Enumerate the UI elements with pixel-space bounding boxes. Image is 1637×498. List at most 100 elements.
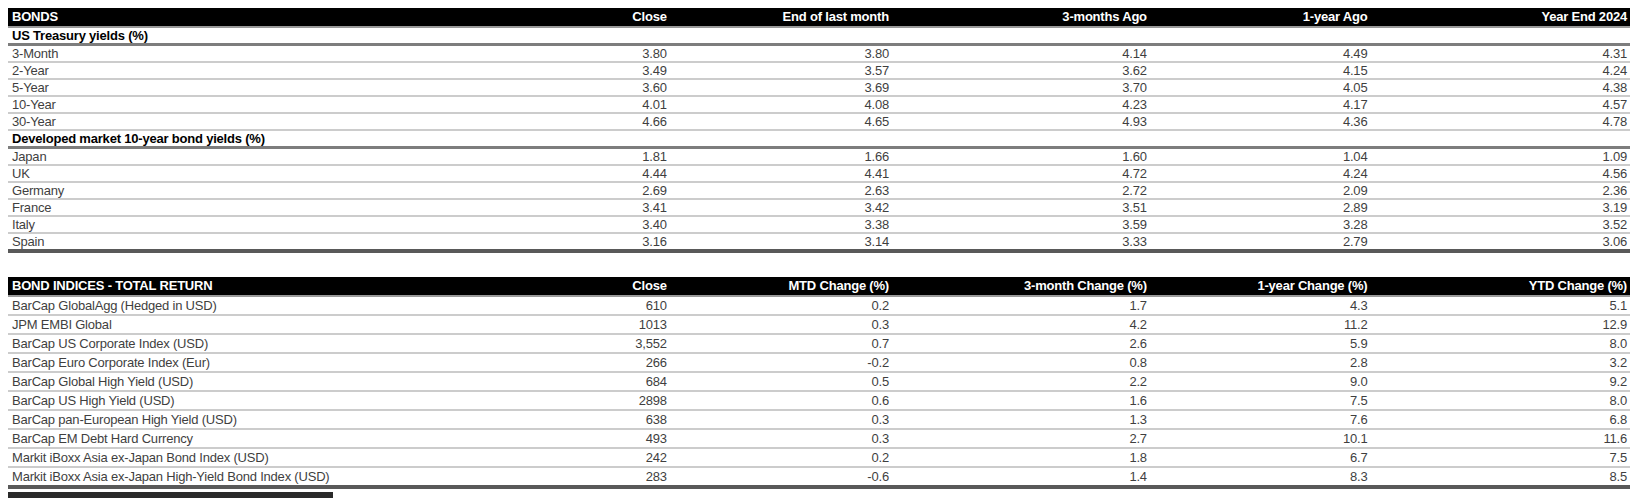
column-header: 1-year Change (%) (1150, 277, 1371, 296)
row-label: Markit iBoxx Asia ex-Japan High-Yield Bo… (8, 467, 559, 487)
cell-value: 4.93 (892, 113, 1150, 130)
cell-value: 8.3 (1150, 467, 1371, 487)
cell-value: 4.66 (559, 113, 669, 130)
cell-value: 11.2 (1150, 315, 1371, 334)
cell-value: 3.28 (1150, 216, 1371, 233)
cell-value: 8.5 (1370, 467, 1630, 487)
cell-value: 3.62 (892, 62, 1150, 79)
cell-value: 3.59 (892, 216, 1150, 233)
row-label: 30-Year (8, 113, 559, 130)
column-header: Close (559, 8, 669, 27)
cell-value: 4.08 (670, 96, 892, 113)
cell-value: 0.2 (670, 296, 892, 315)
table-row: France3.413.423.512.893.19 (8, 199, 1630, 216)
table-row: JPM EMBI Global10130.34.211.212.9 (8, 315, 1630, 334)
cell-value: 4.49 (1150, 45, 1371, 63)
cell-value: 3.52 (1370, 216, 1630, 233)
row-label: 5-Year (8, 79, 559, 96)
table-row: BarCap EM Debt Hard Currency4930.32.710.… (8, 429, 1630, 448)
cell-value: 6.8 (1370, 410, 1630, 429)
table-row: UK4.444.414.724.244.56 (8, 165, 1630, 182)
cell-value: 12.9 (1370, 315, 1630, 334)
section-header-row: US Treasury yields (%) (8, 27, 1630, 45)
cell-value: 2.8 (1150, 353, 1371, 372)
cell-value: 1.4 (892, 467, 1150, 487)
cell-value: 2.36 (1370, 182, 1630, 199)
table-title: BONDS (8, 8, 559, 27)
cell-value: 4.31 (1370, 45, 1630, 63)
cell-value: 266 (559, 353, 669, 372)
cell-value: 4.36 (1150, 113, 1371, 130)
row-label: 10-Year (8, 96, 559, 113)
cell-value: 3.42 (670, 199, 892, 216)
cell-value: 4.05 (1150, 79, 1371, 96)
cell-value: 3.33 (892, 233, 1150, 251)
header-row: BOND INDICES - TOTAL RETURNCloseMTD Chan… (8, 277, 1630, 296)
row-label: 3-Month (8, 45, 559, 63)
cell-value: 2.69 (559, 182, 669, 199)
row-label: Japan (8, 148, 559, 166)
cell-value: 1.04 (1150, 148, 1371, 166)
cell-value: 1.60 (892, 148, 1150, 166)
table-row: Italy3.403.383.593.283.52 (8, 216, 1630, 233)
row-label: BarCap GlobalAgg (Hedged in USD) (8, 296, 559, 315)
table-row: BarCap US High Yield (USD)28980.61.67.58… (8, 391, 1630, 410)
cell-value: 2.79 (1150, 233, 1371, 251)
cell-value: 3.57 (670, 62, 892, 79)
cell-value: 3.69 (670, 79, 892, 96)
header-row: BONDSCloseEnd of last month3-months Ago1… (8, 8, 1630, 27)
row-label: BarCap pan-European High Yield (USD) (8, 410, 559, 429)
cell-value: 5.1 (1370, 296, 1630, 315)
column-header: Year End 2024 (1370, 8, 1630, 27)
cell-value: 7.6 (1150, 410, 1371, 429)
table-row: 30-Year4.664.654.934.364.78 (8, 113, 1630, 130)
section-header-row: Developed market 10-year bond yields (%) (8, 130, 1630, 148)
cell-value: 3.51 (892, 199, 1150, 216)
bond-indices-table: BOND INDICES - TOTAL RETURNCloseMTD Chan… (8, 277, 1630, 489)
column-header: YTD Change (%) (1370, 277, 1630, 296)
cell-value: 0.8 (892, 353, 1150, 372)
cell-value: 4.14 (892, 45, 1150, 63)
table-row: BarCap Euro Corporate Index (Eur)266-0.2… (8, 353, 1630, 372)
table-row: Japan1.811.661.601.041.09 (8, 148, 1630, 166)
table-row: 5-Year3.603.693.704.054.38 (8, 79, 1630, 96)
cell-value: 3.40 (559, 216, 669, 233)
cell-value: 9.0 (1150, 372, 1371, 391)
cell-value: 3.2 (1370, 353, 1630, 372)
table-row: 10-Year4.014.084.234.174.57 (8, 96, 1630, 113)
cell-value: 3.38 (670, 216, 892, 233)
cell-value: 1.66 (670, 148, 892, 166)
cell-value: 3.16 (559, 233, 669, 251)
cell-value: 4.72 (892, 165, 1150, 182)
cell-value: 1013 (559, 315, 669, 334)
cell-value: 2898 (559, 391, 669, 410)
cell-value: 0.5 (670, 372, 892, 391)
cell-value: -0.6 (670, 467, 892, 487)
table-row: BarCap Global High Yield (USD)6840.52.29… (8, 372, 1630, 391)
column-header: 3-month Change (%) (892, 277, 1150, 296)
cell-value: 283 (559, 467, 669, 487)
cell-value: 3.49 (559, 62, 669, 79)
cell-value: 9.2 (1370, 372, 1630, 391)
cell-value: 8.0 (1370, 334, 1630, 353)
cell-value: 3.80 (670, 45, 892, 63)
row-label: UK (8, 165, 559, 182)
cell-value: -0.2 (670, 353, 892, 372)
cell-value: 4.38 (1370, 79, 1630, 96)
column-header: MTD Change (%) (670, 277, 892, 296)
next-section-header-cropped-bar (8, 492, 333, 498)
cell-value: 0.7 (670, 334, 892, 353)
cell-value: 493 (559, 429, 669, 448)
table-row: Markit iBoxx Asia ex-Japan Bond Index (U… (8, 448, 1630, 467)
cell-value: 4.56 (1370, 165, 1630, 182)
cell-value: 4.3 (1150, 296, 1371, 315)
cell-value: 2.09 (1150, 182, 1371, 199)
table-row: Markit iBoxx Asia ex-Japan High-Yield Bo… (8, 467, 1630, 487)
row-label: France (8, 199, 559, 216)
cell-value: 7.5 (1370, 448, 1630, 467)
row-label: BarCap Global High Yield (USD) (8, 372, 559, 391)
cell-value: 4.24 (1150, 165, 1371, 182)
bonds-table: BONDSCloseEnd of last month3-months Ago1… (8, 8, 1630, 253)
cell-value: 4.78 (1370, 113, 1630, 130)
column-header: Close (559, 277, 669, 296)
